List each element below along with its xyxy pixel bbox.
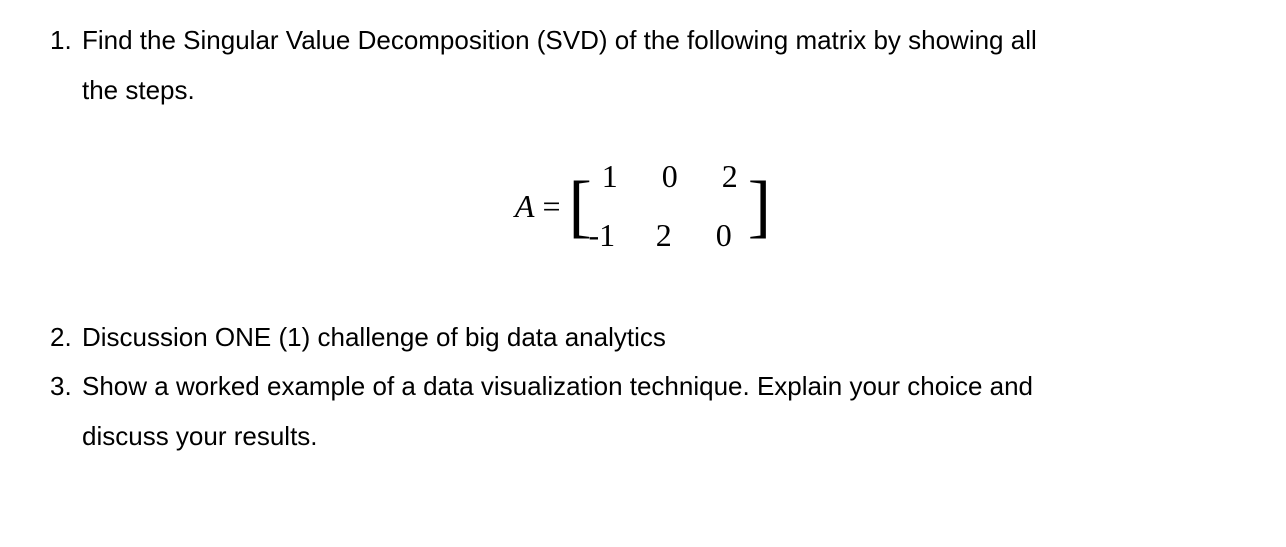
question-3: 3. Show a worked example of a data visua…: [50, 366, 1236, 408]
matrix-row-0: 1 0 2: [596, 151, 744, 202]
question-1-text-line2: the steps.: [50, 70, 1236, 112]
question-2: 2. Discussion ONE (1) challenge of big d…: [50, 317, 1236, 359]
right-bracket: ]: [748, 182, 771, 231]
matrix-variable-label: A: [515, 181, 535, 232]
matrix-cell-0-0: 1: [596, 151, 624, 202]
left-bracket: [: [568, 182, 591, 231]
matrix-cell-0-2: 2: [716, 151, 744, 202]
matrix-equation: A = [ 1 0 2 -1 2 0 ]: [50, 151, 1236, 261]
question-3-text-line1: Show a worked example of a data visualiz…: [82, 366, 1236, 408]
matrix-body: [ 1 0 2 -1 2 0 ]: [568, 151, 771, 261]
question-2-number: 2.: [50, 317, 82, 359]
question-3-text-line2: discuss your results.: [50, 416, 1236, 458]
question-1-text-line1: Find the Singular Value Decomposition (S…: [82, 20, 1236, 62]
question-1-number: 1.: [50, 20, 82, 62]
matrix-cell-1-2: 0: [710, 210, 738, 261]
matrix-row-1: -1 2 0: [596, 210, 744, 261]
matrix-rows: 1 0 2 -1 2 0: [596, 151, 744, 261]
question-1: 1. Find the Singular Value Decomposition…: [50, 20, 1236, 62]
question-3-number: 3.: [50, 366, 82, 408]
question-2-text: Discussion ONE (1) challenge of big data…: [82, 317, 1236, 359]
matrix-cell-0-1: 0: [656, 151, 684, 202]
equals-sign: =: [542, 181, 560, 232]
matrix-cell-1-1: 2: [650, 210, 678, 261]
